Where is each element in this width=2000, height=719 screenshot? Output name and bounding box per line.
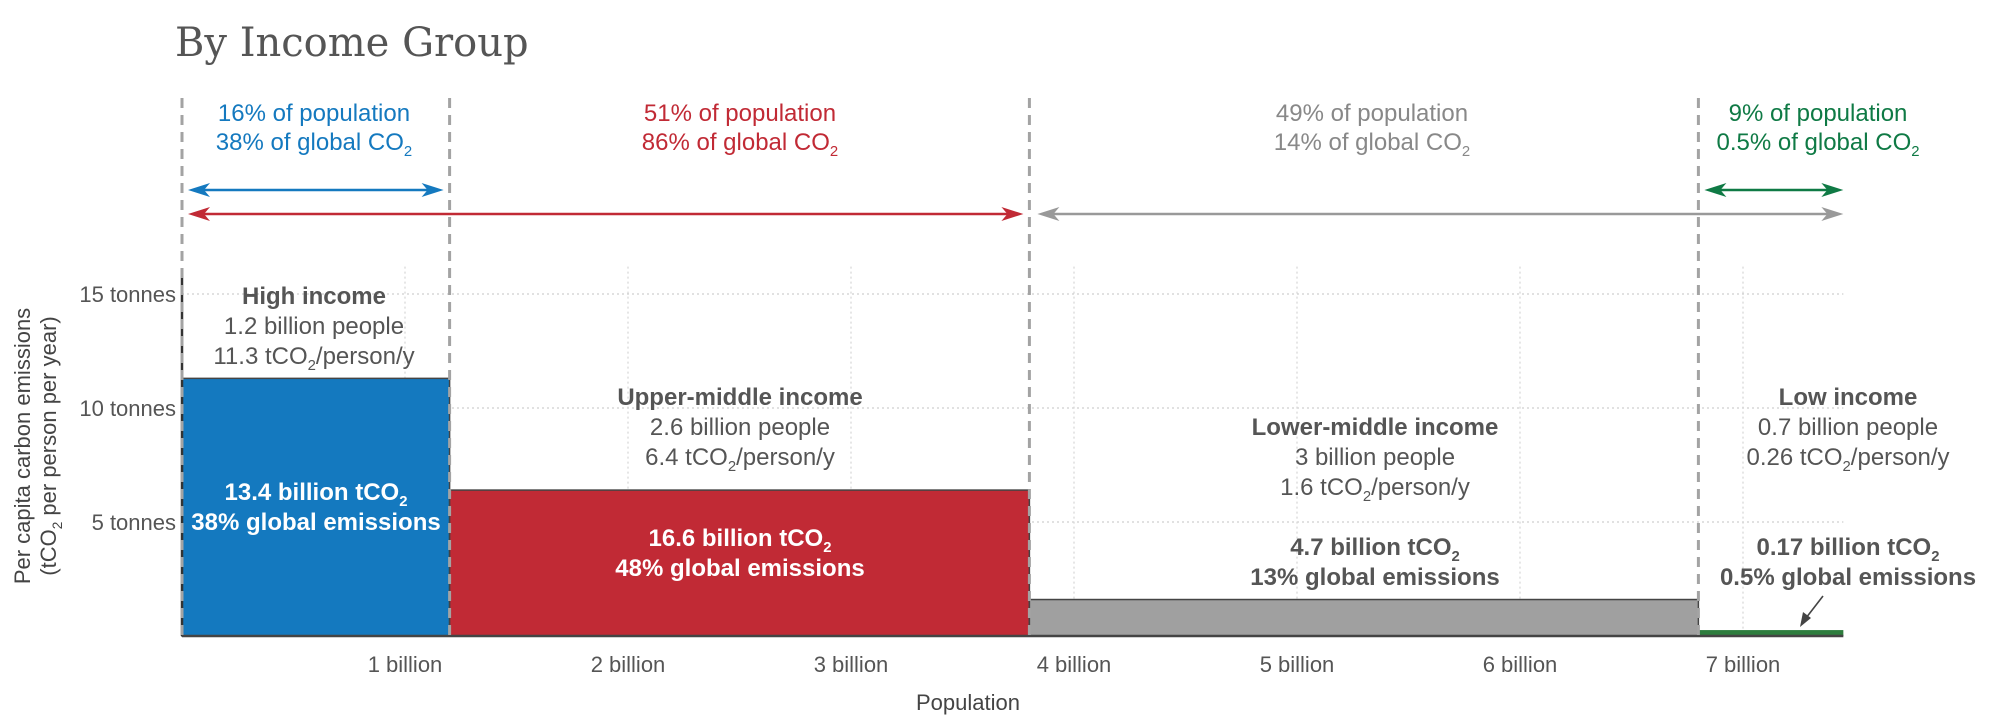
annotation-population: 9% of population	[1729, 100, 1908, 127]
label-lower-middle-income: Lower-middle income 3 billion people 1.6 t…	[1252, 414, 1499, 505]
annotation-co2-share: 86% of global CO2	[642, 129, 838, 160]
group-dividers	[180, 98, 1700, 636]
emissions-high-income-share: 38% global emissions	[191, 509, 440, 536]
bars	[181, 377, 1844, 637]
arrow-lower-middle-low-head-left	[1037, 207, 1060, 221]
x-tick-label: 7 billion	[1706, 652, 1781, 677]
bar-4	[1698, 630, 1844, 636]
arrow-high-income-head-left	[188, 183, 210, 197]
y-axis-title: Per capita carbon emissions (tCO2 per per…	[10, 308, 65, 584]
pointer-head	[1800, 612, 1811, 627]
x-tick-label: 4 billion	[1037, 652, 1112, 677]
x-tick-label: 2 billion	[591, 652, 666, 677]
arrow-lower-middle-low	[1037, 207, 1844, 221]
label-low-income-per-capita: 0.26 tCO2/person/y	[1746, 444, 1949, 475]
label-lower-middle-income-people: 3 billion people	[1295, 444, 1455, 471]
emissions-lower-middle-income-total: 4.7 billion tCO2	[1290, 534, 1460, 565]
annotation-co2-share: 14% of global CO2	[1274, 129, 1470, 160]
y-axis-title-line1: Per capita carbon emissions	[10, 308, 35, 584]
arrow-lower-middle-low-head-right	[1821, 207, 1844, 221]
bar-1	[181, 377, 451, 637]
label-high-income-title: High income	[242, 283, 386, 310]
emissions-low-income-share: 0.5% global emissions	[1720, 564, 1976, 591]
pointer-line	[1805, 595, 1824, 619]
label-upper-middle-income-people: 2.6 billion people	[650, 414, 830, 441]
y-tick-label: 10 tonnes	[79, 396, 176, 421]
emissions-upper-middle-income-total: 16.6 billion tCO2	[649, 525, 832, 556]
axes: 5 tonnes 10 tonnes 15 tonnes 1 billion 2 bil…	[10, 271, 1844, 715]
arrow-high-upper-middle-head-left	[188, 207, 210, 221]
arrow-low-income-head-right	[1821, 183, 1844, 197]
bar-2	[448, 489, 1031, 637]
annotation-population: 51% of population	[644, 100, 836, 127]
label-upper-middle-income-title: Upper-middle income	[617, 384, 862, 411]
arrow-high-income	[188, 183, 444, 197]
label-high-income-people: 1.2 billion people	[224, 313, 404, 340]
y-axis-title-line2: (tCO2 per person per year)	[36, 316, 65, 575]
emissions-high-income-total: 13.4 billion tCO2	[225, 479, 408, 510]
label-upper-middle-income-per-capita: 6.4 tCO2/person/y	[645, 444, 835, 475]
x-tick-label: 3 billion	[814, 652, 889, 677]
y-tick-label: 15 tonnes	[79, 282, 176, 307]
annotation-population: 49% of population	[1276, 100, 1468, 127]
annotation-co2-share: 38% of global CO2	[216, 129, 412, 160]
group-labels: High income 1.2 billion people 11.3 tCO2/p…	[191, 283, 1976, 627]
annotation-co2-share: 0.5% of global CO2	[1716, 129, 1919, 160]
emissions-upper-middle-income-share: 48% global emissions	[615, 555, 864, 582]
chart-title: By Income Group	[175, 20, 529, 66]
x-tick-label: 1 billion	[368, 652, 443, 677]
x-axis-title: Population	[916, 690, 1020, 715]
x-tick-label: 5 billion	[1260, 652, 1335, 677]
emissions-low-income-total: 0.17 billion tCO2	[1757, 534, 1940, 565]
arrow-low-income	[1704, 183, 1844, 197]
arrow-high-upper-middle-head-right	[1001, 207, 1024, 221]
label-high-income-per-capita: 11.3 tCO2/person/y	[213, 343, 414, 374]
label-low-income-title: Low income	[1779, 384, 1918, 411]
x-tick-label: 6 billion	[1483, 652, 1558, 677]
label-lower-middle-income-title: Lower-middle income	[1252, 414, 1499, 441]
arrow-high-income-head-right	[421, 183, 444, 197]
arrow-high-upper-middle	[188, 207, 1024, 221]
pointer-low-income	[1800, 595, 1824, 627]
population-arrows	[188, 183, 1844, 221]
arrow-low-income-head-left	[1704, 183, 1727, 197]
y-tick-label: 5 tonnes	[92, 510, 176, 535]
label-lower-middle-income-per-capita: 1.6 tCO2/person/y	[1280, 474, 1470, 505]
bar-3	[1028, 598, 1700, 637]
label-high-income: High income 1.2 billion people 11.3 tCO2/p…	[213, 283, 414, 374]
label-low-income-people: 0.7 billion people	[1758, 414, 1938, 441]
label-low-income: Low income 0.7 billion people 0.26 tCO2/pe…	[1746, 384, 1949, 475]
label-upper-middle-income: Upper-middle income 2.6 billion people 6.4…	[617, 384, 862, 475]
annotation-population: 16% of population	[218, 100, 410, 127]
emissions-lower-middle-income-share: 13% global emissions	[1250, 564, 1499, 591]
